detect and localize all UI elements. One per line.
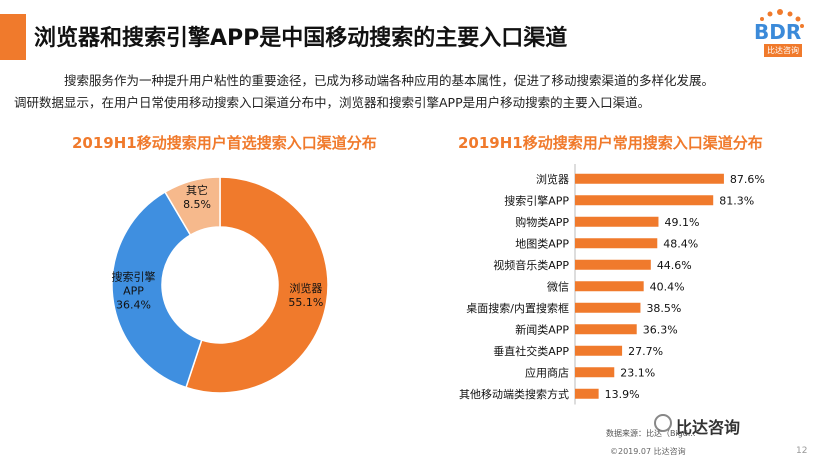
bar-category-label: 应用商店 (525, 365, 569, 379)
copyright: ©2019.07 比达咨询 (610, 447, 686, 456)
bar-chart: 浏览器 87.6% 搜索引擎APP 81.3% 购物类APP 49.1% 地图类APP 48.… (459, 164, 765, 405)
watermark-text: 比达咨询 (676, 418, 741, 437)
bar-category-label: 其他移动端类搜索方式 (459, 387, 569, 401)
bar-value-label: 44.6% (657, 259, 692, 272)
intro-line-2: 调研数据显示，在用户日常使用移动搜索入口渠道分布中，浏览器和搜索引擎APP是用户… (14, 95, 651, 110)
bar (575, 345, 623, 356)
wechat-icon (654, 414, 672, 432)
bar-value-label: 13.9% (605, 388, 640, 401)
donut-chart-title: 2019H1移动搜索用户首选搜索入口渠道分布 (72, 134, 377, 152)
donut-chart: 浏览器 55.1% 搜索引擎 APP 36.4% 其它 8.5% (111, 176, 329, 394)
page-number: 12 (796, 446, 808, 456)
bar (575, 367, 615, 378)
intro-text: 搜索服务作为一种提升用户粘性的重要途径，已成为移动端各种应用的基本属性，促进了移… (14, 70, 794, 114)
bar-value-label: 48.4% (663, 237, 698, 250)
bar-value-label: 38.5% (646, 302, 681, 315)
bar-value-label: 81.3% (719, 194, 754, 207)
donut-slice-label: 浏览器 55.1% (288, 281, 323, 309)
logo-dots-icon (756, 9, 804, 28)
bar-value-label: 23.1% (620, 366, 655, 379)
bar-chart-title: 2019H1移动搜索用户常用搜索入口渠道分布 (458, 134, 763, 152)
bar-value-label: 40.4% (650, 280, 685, 293)
bar-category-label: 搜索引擎APP (504, 193, 569, 207)
donut-slice-label: 其它 8.5% (183, 183, 211, 211)
donut-slice-label: 搜索引擎 APP 36.4% (111, 269, 155, 311)
bar (575, 302, 641, 313)
bar-category-label: 地图类APP (515, 236, 569, 250)
bar (575, 259, 651, 270)
logo-text: BDR (754, 20, 802, 44)
data-source: 数据来源：比达（Bigd... (606, 429, 696, 438)
bar-category-label: 垂直社交类APP (493, 344, 569, 358)
bar-category-label: 新闻类APP (515, 322, 569, 336)
bar (575, 324, 637, 335)
page-title: 浏览器和搜索引擎APP是中国移动搜索的主要入口渠道 (34, 26, 568, 51)
logo-subtext: 比达咨询 (764, 44, 802, 57)
bar-category-label: 视频音乐类APP (493, 258, 569, 272)
bar (575, 195, 714, 206)
bar (575, 281, 644, 292)
donut-slice (163, 176, 221, 237)
intro-line-1: 搜索服务作为一种提升用户粘性的重要途径，已成为移动端各种应用的基本属性，促进了移… (64, 73, 715, 88)
bar-value-label: 27.7% (628, 345, 663, 358)
bar-value-label: 36.3% (643, 323, 678, 336)
bar-category-label: 微信 (547, 279, 569, 293)
donut-slice (111, 191, 203, 389)
bar (575, 238, 658, 249)
bar (575, 173, 724, 184)
bdr-logo: BDR 比达咨询 (742, 2, 812, 64)
bar-category-label: 浏览器 (536, 172, 569, 186)
bar-category-label: 购物类APP (515, 215, 569, 229)
bar (575, 216, 659, 227)
bar (575, 388, 599, 399)
donut-slice (185, 176, 329, 394)
bar-value-label: 87.6% (730, 173, 765, 186)
bar-value-label: 49.1% (664, 216, 699, 229)
bar-category-label: 桌面搜索/内置搜索框 (466, 301, 569, 315)
title-accent-bar (0, 14, 26, 60)
